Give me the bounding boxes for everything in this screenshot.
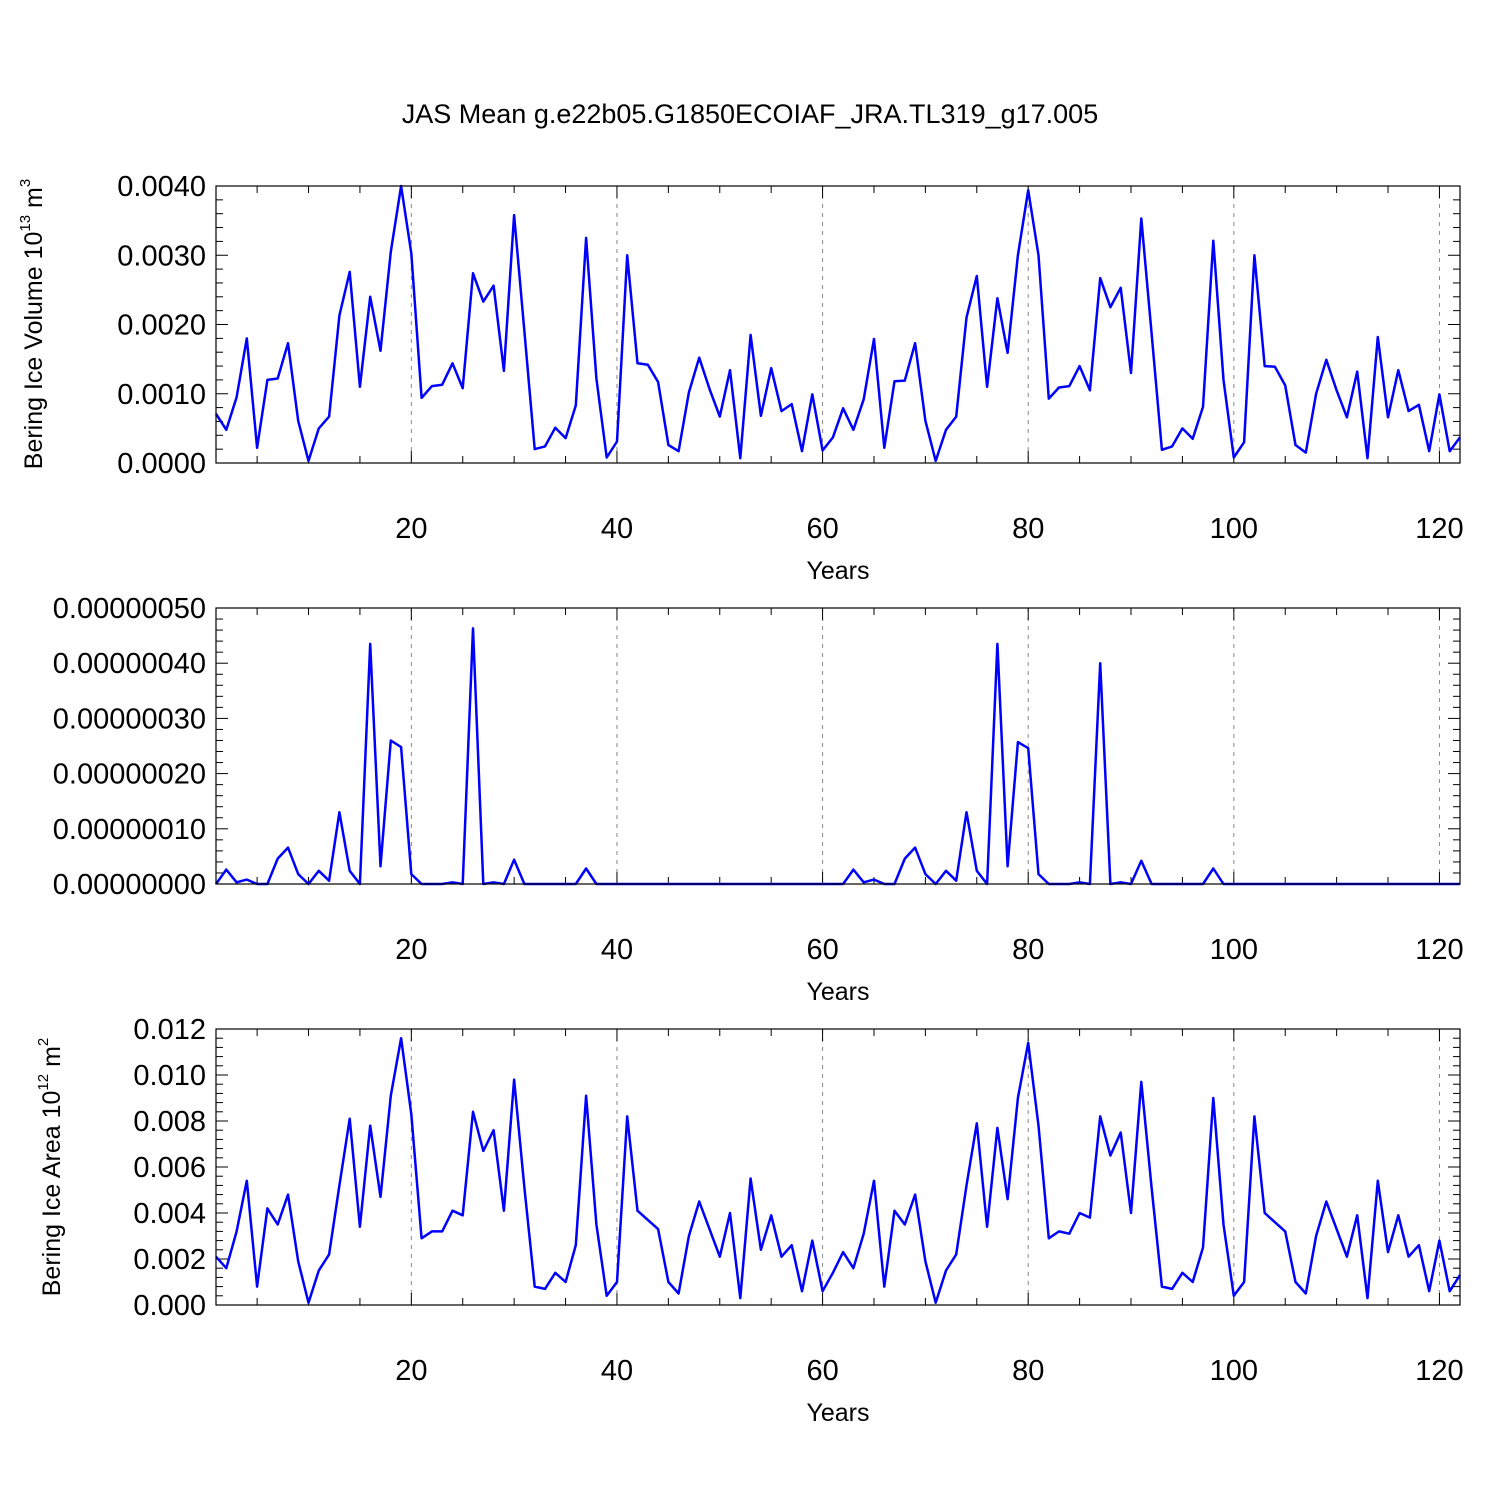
x-tick-label: 40	[601, 1355, 633, 1387]
y-tick-label: 0.012	[133, 1014, 206, 1046]
x-tick-label: 20	[395, 934, 427, 966]
y-tick-label: 0.00000030	[53, 703, 206, 735]
y-tick-label: 0.0030	[117, 240, 206, 272]
x-tick-label: 120	[1415, 1355, 1463, 1387]
panel-ice-volume: 0.0000 0.0010 0.0020 0.0030 0.0040 20 40 60 80 10…	[17, 171, 1464, 585]
y-axis-label: Bering Ice Area 1012 m2	[35, 1038, 66, 1297]
y-tick-label: 0.004	[133, 1198, 206, 1230]
y-tick-label: 0.010	[133, 1060, 206, 1092]
panel-middle: 0.00000000 0.00000010 0.00000020 0.00000030…	[53, 593, 1464, 1006]
y-tick-label: 0.008	[133, 1106, 206, 1138]
y-tick-label: 0.0020	[117, 310, 206, 342]
plot-frame	[215, 185, 1461, 464]
y-tick-label: 0.002	[133, 1244, 206, 1276]
x-tick-label: 20	[395, 513, 427, 545]
y-tick-label: 0.000	[133, 1290, 206, 1322]
y-tick-label: 0.0040	[117, 171, 206, 203]
x-tick-label: 80	[1012, 934, 1044, 966]
x-tick-label: 20	[395, 1355, 427, 1387]
x-tick-label: 60	[806, 513, 838, 545]
x-tick-label: 80	[1012, 513, 1044, 545]
chart-title: JAS Mean g.e22b05.G1850ECOIAF_JRA.TL319_…	[402, 99, 1098, 129]
x-tick-label: 40	[601, 934, 633, 966]
series-line	[214, 184, 1462, 463]
y-tick-label: 0.006	[133, 1152, 206, 1184]
x-tick-label: 60	[806, 934, 838, 966]
plot-frame	[215, 607, 1461, 885]
y-tick-label: 0.0000	[117, 448, 206, 480]
y-tick-label: 0.00000000	[53, 869, 206, 901]
y-axis-label: Bering Ice Volume 1013 m3	[17, 179, 48, 469]
x-tick-label: 100	[1210, 934, 1258, 966]
series-line	[215, 1036, 1462, 1304]
y-tick-label: 0.0010	[117, 379, 206, 411]
panel-ice-area: 0.000 0.002 0.004 0.006 0.008 0.010 0.012 20 40 6…	[35, 1014, 1464, 1427]
x-tick-label: 100	[1210, 1355, 1258, 1387]
plot-frame	[215, 1028, 1461, 1306]
series-line	[214, 627, 1460, 886]
x-axis-label: Years	[806, 557, 869, 585]
y-tick-label: 0.00000010	[53, 814, 206, 846]
x-tick-label: 60	[806, 1355, 838, 1387]
x-axis-label: Years	[806, 978, 869, 1006]
y-tick-label: 0.00000050	[53, 593, 206, 625]
y-tick-label: 0.00000020	[53, 759, 206, 791]
x-tick-label: 100	[1210, 513, 1258, 545]
x-tick-label: 40	[601, 513, 633, 545]
x-tick-label: 120	[1415, 513, 1463, 545]
y-tick-label: 0.00000040	[53, 648, 206, 680]
x-axis-label: Years	[806, 1399, 869, 1427]
x-tick-label: 120	[1415, 934, 1463, 966]
x-tick-label: 80	[1012, 1355, 1044, 1387]
